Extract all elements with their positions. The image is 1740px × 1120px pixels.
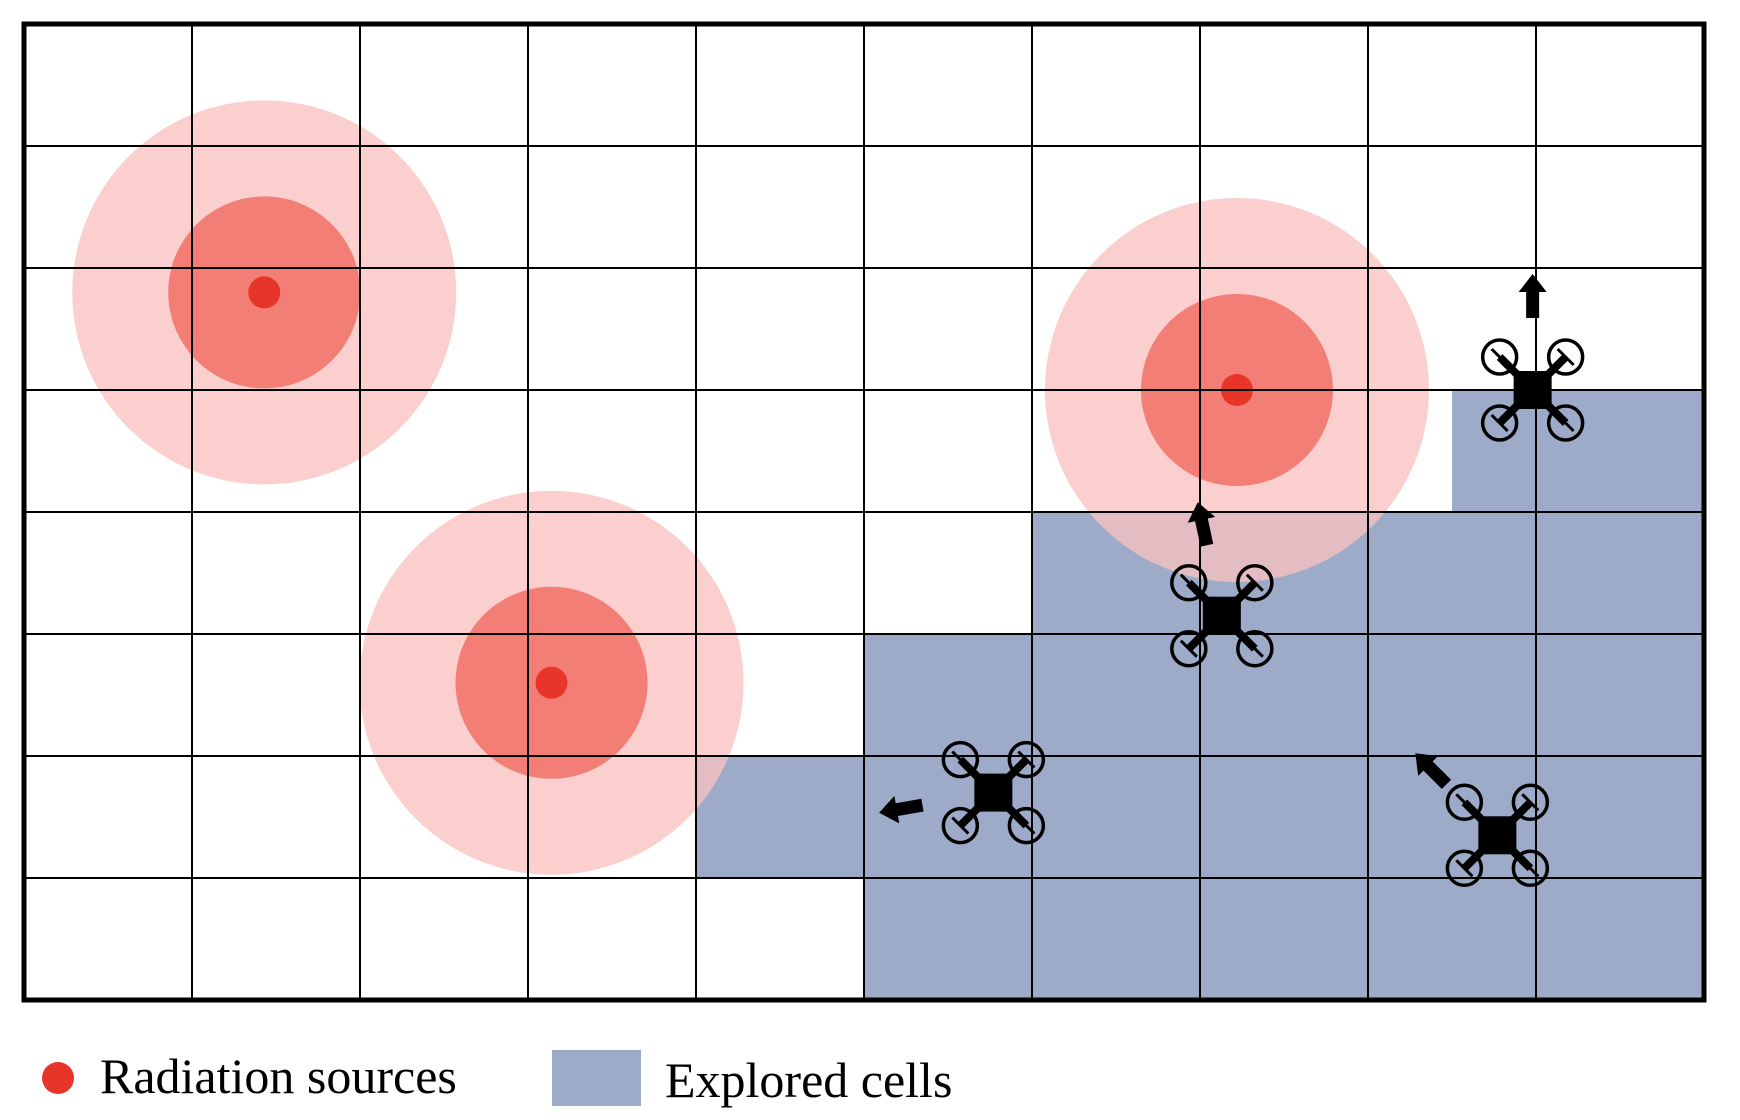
heading-arrow-shape bbox=[1187, 502, 1216, 547]
radiation-sources-layer bbox=[72, 100, 1429, 875]
drone-rotor bbox=[1007, 806, 1046, 845]
drone bbox=[879, 740, 1046, 845]
drone-rotor bbox=[1480, 404, 1519, 442]
drone-rotor bbox=[1445, 783, 1484, 822]
explored-cell bbox=[1536, 878, 1704, 1000]
drone-rotor bbox=[941, 740, 980, 779]
drone-body bbox=[974, 773, 1013, 812]
explored-cell bbox=[1536, 390, 1704, 512]
heading-arrow-shape bbox=[1518, 274, 1547, 318]
explored-cell bbox=[1200, 756, 1368, 878]
drone-rotor-hub bbox=[1179, 639, 1198, 658]
heading-arrow-shape bbox=[879, 795, 924, 824]
drone-rotor-hub bbox=[1490, 413, 1509, 433]
drone-rotor bbox=[941, 806, 980, 845]
explored-cell bbox=[1200, 634, 1368, 756]
heading-arrow-icon bbox=[879, 795, 924, 824]
explored-cell bbox=[1032, 634, 1200, 756]
explored-cell bbox=[1536, 756, 1704, 878]
drone-body bbox=[1202, 596, 1241, 635]
drone-rotor bbox=[1480, 338, 1519, 376]
legend-explored-label: Explored cells bbox=[665, 1052, 952, 1108]
radiation-source bbox=[72, 100, 457, 485]
drone-rotor-hub bbox=[1556, 413, 1575, 433]
drone-rotor-hub bbox=[951, 750, 970, 769]
explored-cell bbox=[1032, 878, 1200, 1000]
drone-rotor-hub bbox=[1245, 639, 1264, 658]
drone-body bbox=[1513, 371, 1552, 409]
explored-cell bbox=[696, 756, 864, 878]
drone-rotor bbox=[1546, 404, 1585, 442]
explored-cell bbox=[1368, 878, 1536, 1000]
radiation-source-point bbox=[248, 276, 281, 309]
drone-rotor bbox=[1007, 740, 1046, 779]
legend-explored-swatch bbox=[552, 1050, 641, 1106]
drone-rotor bbox=[1170, 563, 1208, 602]
legend-radiation-label: Radiation sources bbox=[100, 1048, 457, 1104]
explored-cell bbox=[1368, 512, 1536, 634]
drone-rotor-hub bbox=[1245, 573, 1264, 592]
drone-rotor bbox=[1511, 849, 1550, 888]
heading-arrow-icon bbox=[1415, 753, 1452, 789]
legend-radiation-marker bbox=[42, 1062, 74, 1094]
drone-body bbox=[1478, 816, 1517, 855]
drone-rotor-hub bbox=[1179, 573, 1198, 592]
drone bbox=[1170, 502, 1274, 668]
explored-cell-partial bbox=[1452, 390, 1536, 512]
explored-cell bbox=[1536, 634, 1704, 756]
radiation-source bbox=[359, 490, 744, 875]
explored-cell bbox=[1200, 878, 1368, 1000]
drone-rotor-hub bbox=[1556, 347, 1575, 367]
explored-cell bbox=[864, 878, 1032, 1000]
explored-cell bbox=[1536, 512, 1704, 634]
heading-arrow-icon bbox=[1518, 274, 1547, 318]
drone-rotor bbox=[1236, 563, 1274, 602]
drone-rotor-hub bbox=[1521, 859, 1540, 878]
drone-rotor-hub bbox=[1017, 816, 1036, 835]
drone-rotor bbox=[1445, 849, 1484, 888]
grid-border bbox=[21, 21, 1707, 1003]
drone-rotor-hub bbox=[1521, 793, 1540, 812]
drone-rotor bbox=[1236, 629, 1274, 668]
drone-rotor-hub bbox=[1490, 347, 1509, 367]
drone-rotor-hub bbox=[1455, 859, 1474, 878]
explored-cell bbox=[1368, 634, 1536, 756]
drone-rotor bbox=[1170, 629, 1208, 668]
drone-rotor-hub bbox=[1017, 750, 1036, 769]
drone-rotor bbox=[1546, 338, 1585, 376]
explored-cell bbox=[864, 634, 1032, 756]
drone bbox=[1415, 753, 1550, 888]
drone-rotor-hub bbox=[1455, 793, 1474, 812]
legend: Radiation sources Explored cells bbox=[42, 1048, 952, 1108]
heading-arrow-shape bbox=[1415, 753, 1452, 789]
drones-layer bbox=[879, 274, 1585, 888]
drone-rotor bbox=[1511, 783, 1550, 822]
explored-cell bbox=[1032, 756, 1200, 878]
heading-arrow-icon bbox=[1187, 502, 1216, 547]
drone bbox=[1480, 274, 1585, 442]
drone-rotor-hub bbox=[951, 816, 970, 835]
radiation-source-point bbox=[535, 666, 568, 699]
